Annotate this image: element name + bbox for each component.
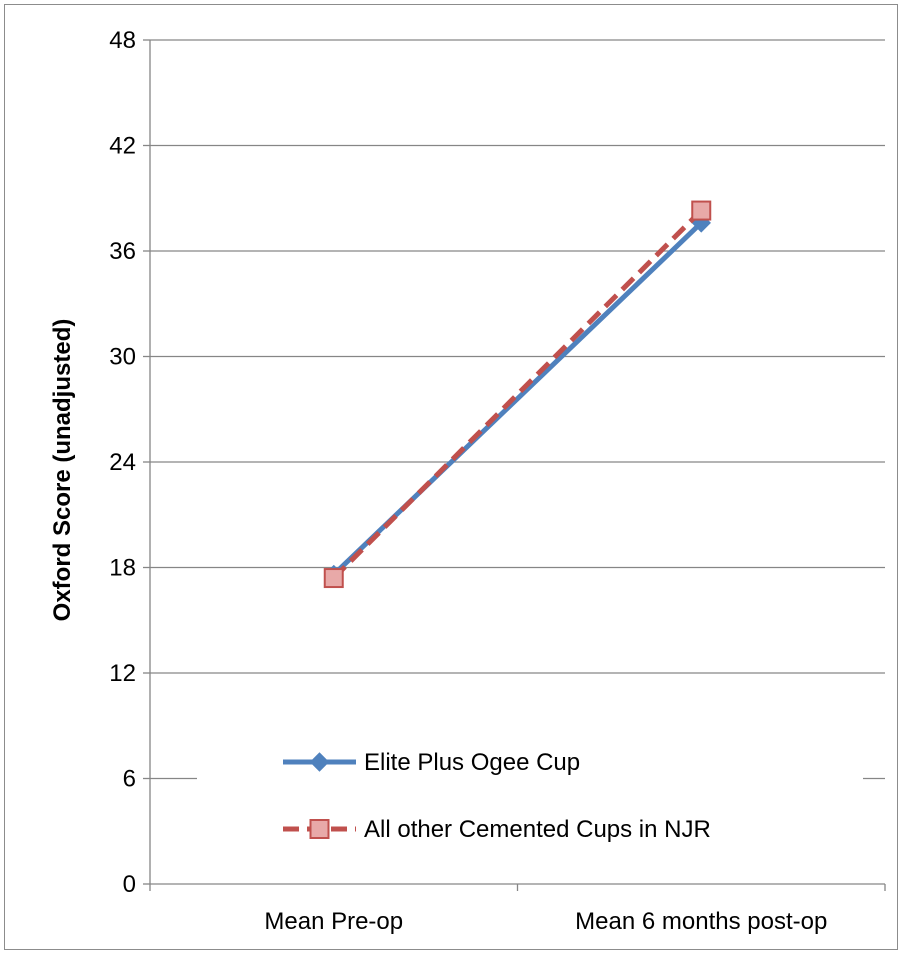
x-tick-label: Mean Pre-op xyxy=(264,908,403,935)
legend-label: Elite Plus Ogee Cup xyxy=(364,749,580,776)
legend-entry: All other Cemented Cups in NJR xyxy=(283,816,711,843)
legend-background xyxy=(197,718,863,848)
x-tick-label: Mean 6 months post-op xyxy=(575,908,827,935)
y-tick-label: 18 xyxy=(109,555,136,582)
axes xyxy=(143,39,886,891)
y-tick-labels: 0 6 12 18 24 30 36 42 48 xyxy=(109,27,136,898)
legend-swatch-marker xyxy=(309,819,330,839)
legend-swatch-marker xyxy=(309,752,330,772)
legend-entry: Elite Plus Ogee Cup xyxy=(283,749,580,776)
y-tick-label: 36 xyxy=(109,238,136,265)
series-group xyxy=(323,200,712,589)
grid-lines xyxy=(150,39,885,780)
y-tick-label: 48 xyxy=(109,27,136,54)
series xyxy=(323,200,712,589)
data-point xyxy=(691,200,712,221)
x-tick-labels: Mean Pre-op Mean 6 months post-op xyxy=(264,908,827,935)
series-line xyxy=(331,208,704,580)
y-tick-label: 6 xyxy=(123,766,136,793)
y-tick-label: 42 xyxy=(109,133,136,160)
data-point xyxy=(323,568,344,589)
legend-label: All other Cemented Cups in NJR xyxy=(364,816,711,843)
y-tick-label: 0 xyxy=(123,871,136,898)
y-tick-label: 30 xyxy=(109,344,136,371)
legend: Elite Plus Ogee Cup All other Cemented Cu… xyxy=(283,749,711,843)
y-axis-title: Oxford Score (unadjusted) xyxy=(49,319,76,622)
y-tick-label: 24 xyxy=(109,449,136,476)
y-tick-label: 12 xyxy=(109,660,136,687)
series-group xyxy=(324,213,711,585)
